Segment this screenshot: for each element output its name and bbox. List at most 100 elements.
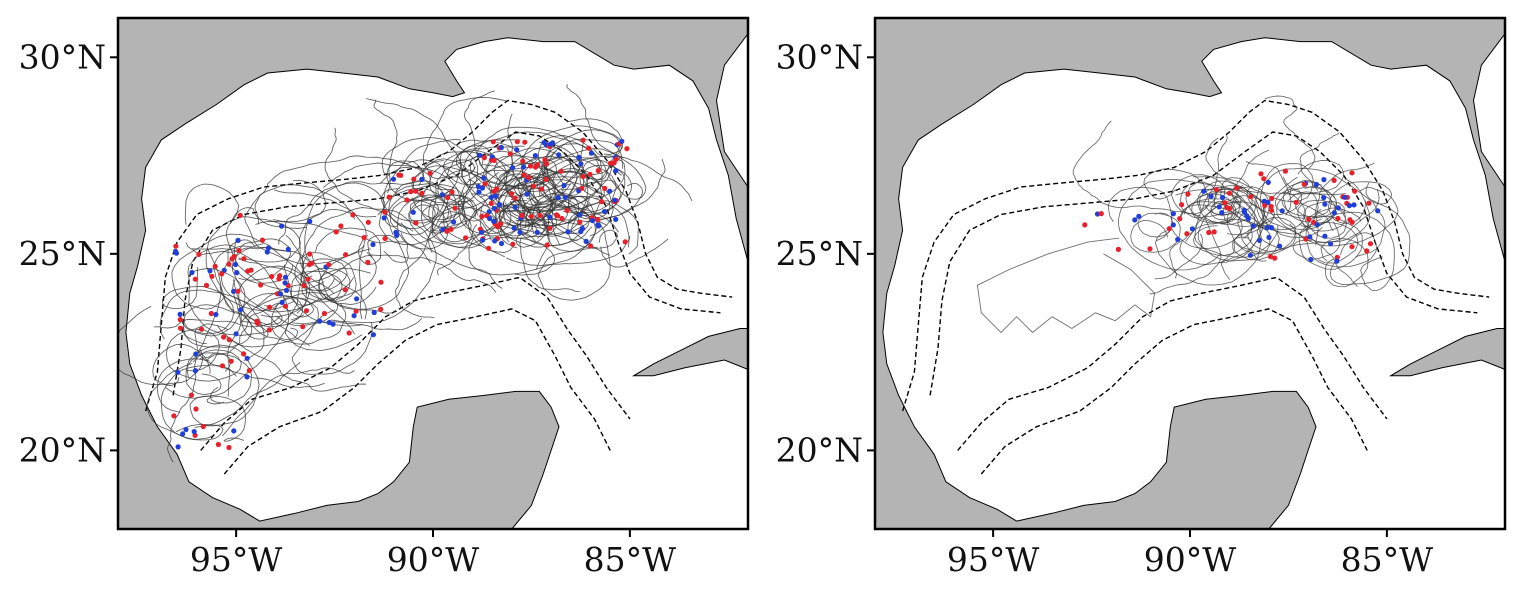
drifter-end-marker [283,287,290,293]
drifter-start-marker [226,337,232,343]
drifter-start-marker [512,195,518,201]
drifter-start-marker [1364,248,1370,254]
drifter-start-marker [577,219,583,225]
drifter-start-marker [228,358,234,364]
drifter-end-marker [1334,258,1340,264]
drifter-end-marker [561,182,567,189]
drifter-track [185,242,286,255]
drifter-start-marker [241,351,247,357]
lat-tick-label: 20°N [776,430,863,469]
drifter-track [186,344,260,427]
drifter-track [381,180,446,222]
drifter-end-marker [1351,202,1357,208]
bathymetry-contour [980,308,1368,475]
drifter-track [1264,95,1316,170]
drifter-start-marker [1082,222,1088,228]
drifter-track [442,200,483,247]
drifter-end-marker [532,153,539,159]
drifter-start-marker [365,219,371,225]
drifter-end-marker [579,225,585,231]
drifter-end-marker [1266,234,1272,240]
drifter-end-marker [193,351,199,357]
drifter-end-marker [511,225,517,231]
drifter-start-marker [1147,246,1153,252]
drifter-track [543,129,622,200]
drifter-track [509,196,590,227]
drifter-start-marker [543,161,550,167]
drifter-end-marker [439,192,445,198]
drifter-end-marker [1245,216,1251,222]
drifter-start-marker [237,212,243,218]
drifter-start-marker [365,259,371,265]
drifter-end-marker [1208,193,1214,199]
drifter-end-marker [613,216,619,222]
drifter-end-marker [183,426,189,433]
drifter-start-marker [564,207,570,214]
drifter-start-marker [386,194,392,200]
drifter-track [1185,133,1228,242]
drifter-end-marker [498,240,505,247]
drifter-track [146,362,213,440]
drifter-start-marker [527,163,534,169]
drifter-track [323,162,467,226]
drifter-track [1289,179,1332,218]
drifter-end-marker [317,318,323,324]
drifter-start-marker [1303,236,1309,242]
drifter-start-marker [309,260,315,266]
drifter-track [1320,238,1369,288]
drifter-start-marker [378,306,384,312]
drifter-track [468,202,598,276]
drifter-end-marker [491,205,497,211]
drifter-end-marker [1201,188,1207,194]
drifter-start-marker [1115,246,1121,252]
drifter-end-marker [1170,211,1176,217]
bathymetry-contours [901,99,1490,475]
drifter-start-marker [1282,168,1288,174]
drifter-start-marker [580,137,586,143]
drifter-track [485,141,549,188]
drifter-end-marker [282,274,289,280]
axis-ticks: 30°N 25°N 20°N 95°W 90°W 85°W [19,37,677,579]
drifter-start-marker [537,212,543,219]
bathymetry-contour [957,276,1388,451]
drifter-track [481,236,556,276]
drifter-track [272,179,327,223]
drifter-start-marker [588,243,594,249]
drifter-end-marker [1265,199,1271,205]
drifter-track [1171,204,1243,249]
drifter-track [437,224,478,276]
lat-tick-label: 25°N [776,234,863,273]
lon-tick-label: 90°W [1144,540,1236,579]
drifter-track [566,84,624,159]
drifter-end-marker [1314,222,1320,228]
drifter-end-marker [234,270,240,276]
drifter-end-marker [619,138,625,144]
drifter-track [194,362,301,429]
drifter-track [290,270,343,306]
drifter-end-marker [612,197,618,203]
drifter-end-marker [492,238,498,244]
drifter-end-marker [1094,211,1101,217]
drifter-end-marker [556,152,562,158]
drifter-track [373,99,398,194]
drifter-end-marker [177,311,183,317]
drifter-track [395,227,439,319]
drifter-markers [171,137,630,451]
drifter-track [1180,201,1253,256]
drifter-end-marker [512,204,518,210]
drifter-start-marker [1352,188,1358,194]
drifter-start-marker [587,171,593,177]
land-masses [118,18,748,529]
drifter-start-marker [507,151,513,157]
drifter-track [1232,217,1297,261]
drifter-end-marker [1219,210,1225,216]
drifter-track [159,289,265,362]
bathymetry-contour [200,276,631,451]
drifter-start-marker [231,253,237,259]
drifter-start-marker [1366,200,1372,206]
drifter-track [1149,215,1222,295]
drifter-start-marker [481,155,487,161]
drifter-start-marker [1222,200,1228,206]
drifter-start-marker [622,239,628,245]
